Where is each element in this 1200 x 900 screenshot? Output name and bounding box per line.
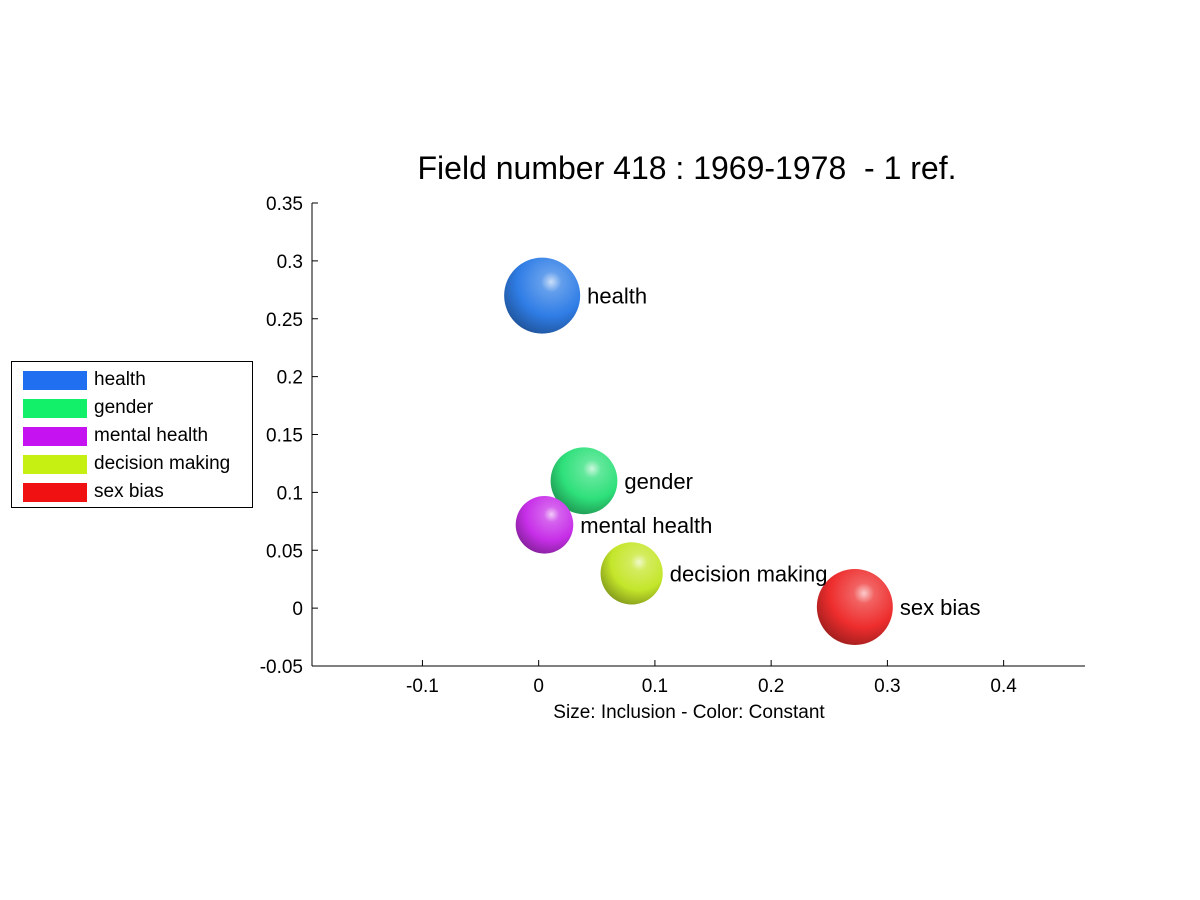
x-tick-label: -0.1 — [406, 676, 439, 697]
y-tick-label: 0.1 — [277, 483, 303, 504]
legend-item: gender — [23, 397, 154, 418]
bubble-label-decision-making: decision making — [670, 561, 828, 586]
legend-item: sex bias — [23, 481, 164, 502]
y-tick-label: 0.05 — [266, 541, 303, 562]
legend-label: sex bias — [94, 481, 164, 502]
legend-item: health — [23, 369, 146, 390]
legend-label: health — [94, 369, 146, 390]
x-axis-label: Size: Inclusion - Color: Constant — [553, 702, 825, 723]
chart-title: Field number 418 : 1969-1978 - 1 ref. — [417, 150, 957, 186]
bubble-label-gender: gender — [624, 469, 693, 494]
point-labels: health gender mental health decision making… — [580, 284, 980, 620]
bubble-health — [504, 257, 581, 334]
x-tick-label: 0.3 — [874, 676, 900, 697]
legend-label: mental health — [94, 425, 209, 446]
x-tick-label: 0.4 — [990, 676, 1017, 697]
bubble-sex-bias — [816, 568, 893, 645]
legend-swatch — [23, 454, 87, 474]
legend-swatch — [23, 370, 87, 390]
bubble-mental-health — [515, 495, 574, 554]
legend-swatch — [23, 426, 87, 446]
legend: health gender mental health decision making… — [11, 361, 253, 508]
bubbles — [504, 257, 893, 645]
y-tick-label: 0.3 — [277, 252, 303, 273]
bubble-decision-making — [600, 542, 663, 605]
legend-swatch — [23, 482, 87, 502]
x-tick-label: 0.1 — [642, 676, 668, 697]
legend-item: decision making — [23, 453, 231, 474]
axes: -0.05 0 0.05 0.1 0.15 0.2 0.25 0.3 0.35 -0.1 0 0.1 0… — [260, 194, 1085, 697]
legend-swatch — [23, 398, 87, 418]
legend-item: mental health — [23, 425, 209, 446]
y-tick-label: 0.35 — [266, 194, 303, 215]
bubble-gender — [550, 447, 618, 515]
y-tick-label: 0.15 — [266, 426, 303, 447]
bubble-label-health: health — [587, 284, 647, 309]
y-tick-label: 0 — [292, 599, 303, 620]
y-tick-label: 0.2 — [277, 368, 303, 389]
y-tick-label: -0.05 — [260, 657, 303, 678]
bubble-label-mental-health: mental health — [580, 513, 712, 538]
x-tick-label: 0 — [533, 676, 544, 697]
y-tick-label: 0.25 — [266, 310, 303, 331]
x-tick-label: 0.2 — [758, 676, 784, 697]
legend-label: gender — [94, 397, 154, 418]
legend-label: decision making — [94, 453, 231, 474]
bubble-label-sex-bias: sex bias — [900, 595, 981, 620]
